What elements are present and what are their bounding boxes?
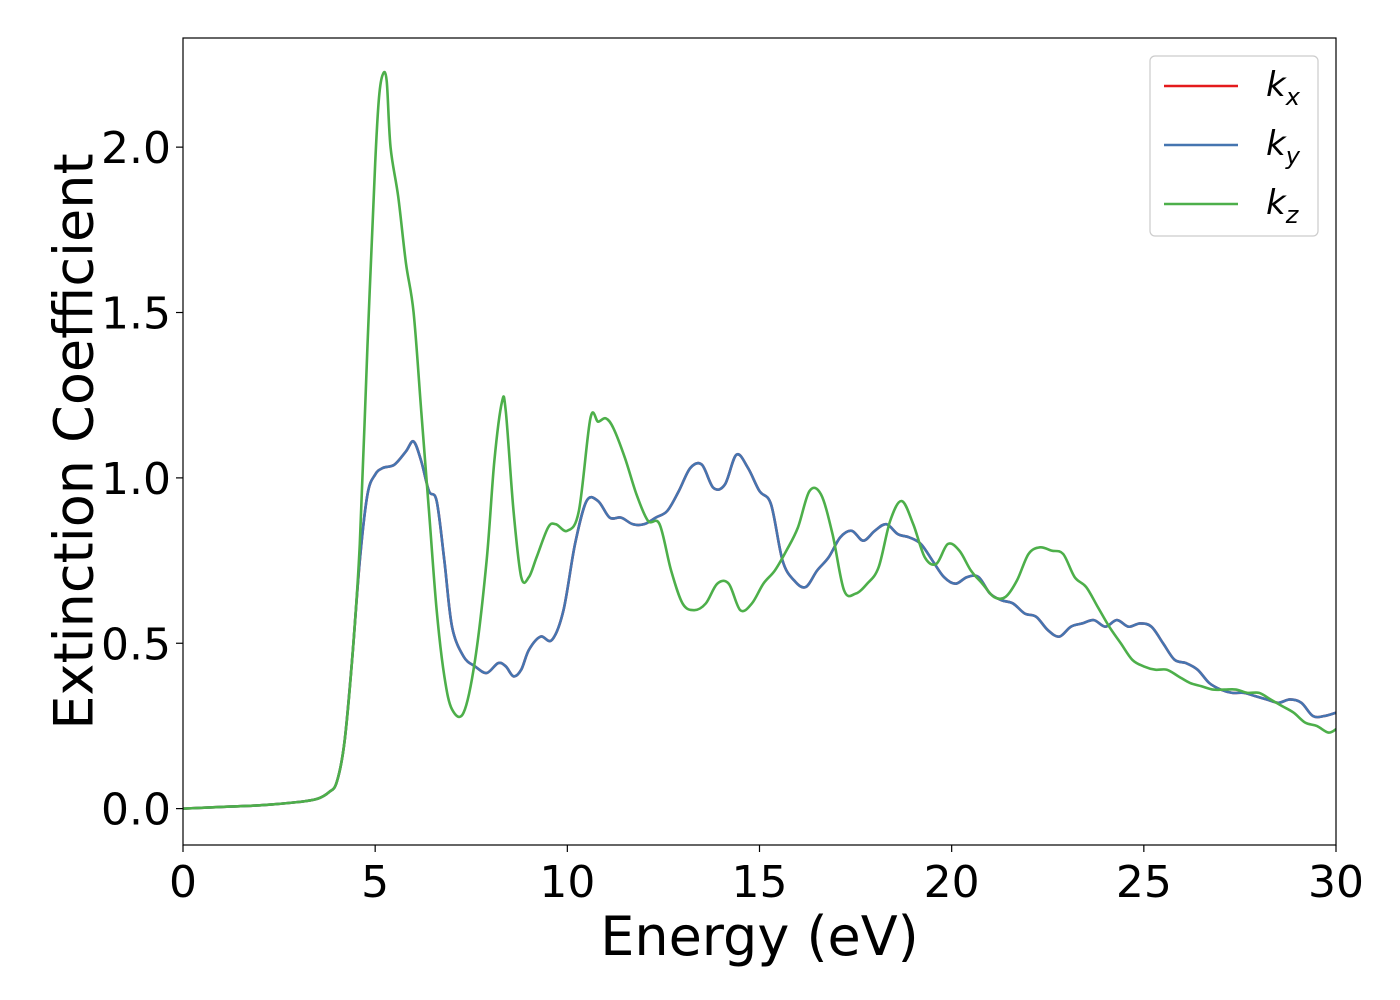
x-tick-label: 25 bbox=[1116, 857, 1172, 908]
y-tick-label: 2.0 bbox=[101, 123, 171, 174]
series-line-k-y bbox=[183, 439, 1336, 810]
y-tick-label: 1.5 bbox=[101, 289, 171, 340]
x-tick-label: 15 bbox=[732, 857, 788, 908]
series-line-k-z bbox=[183, 70, 1336, 810]
legend-label-k-x: kx bbox=[1266, 65, 1301, 111]
y-tick-label: 0.0 bbox=[101, 785, 171, 836]
legend-label-k-y: ky bbox=[1266, 124, 1301, 170]
x-tick-label: 0 bbox=[169, 857, 197, 908]
x-axis-ticks: 0 5 10 15 20 25 30 bbox=[169, 845, 1364, 908]
legend: kx ky kz bbox=[1149, 55, 1319, 237]
y-axis-label: Extinction Coefficient bbox=[43, 153, 106, 729]
x-tick-label: 30 bbox=[1308, 857, 1364, 908]
plot-lines bbox=[183, 70, 1336, 810]
y-tick-label: 0.5 bbox=[101, 619, 171, 670]
y-axis-ticks: 0.0 0.5 1.0 1.5 2.0 bbox=[101, 123, 183, 836]
legend-label-k-z: kz bbox=[1266, 183, 1300, 229]
x-tick-label: 10 bbox=[539, 857, 595, 908]
x-axis-label: Energy (eV) bbox=[600, 905, 919, 968]
x-tick-label: 20 bbox=[924, 857, 980, 908]
x-tick-label: 5 bbox=[361, 857, 389, 908]
y-tick-label: 1.0 bbox=[101, 454, 171, 505]
